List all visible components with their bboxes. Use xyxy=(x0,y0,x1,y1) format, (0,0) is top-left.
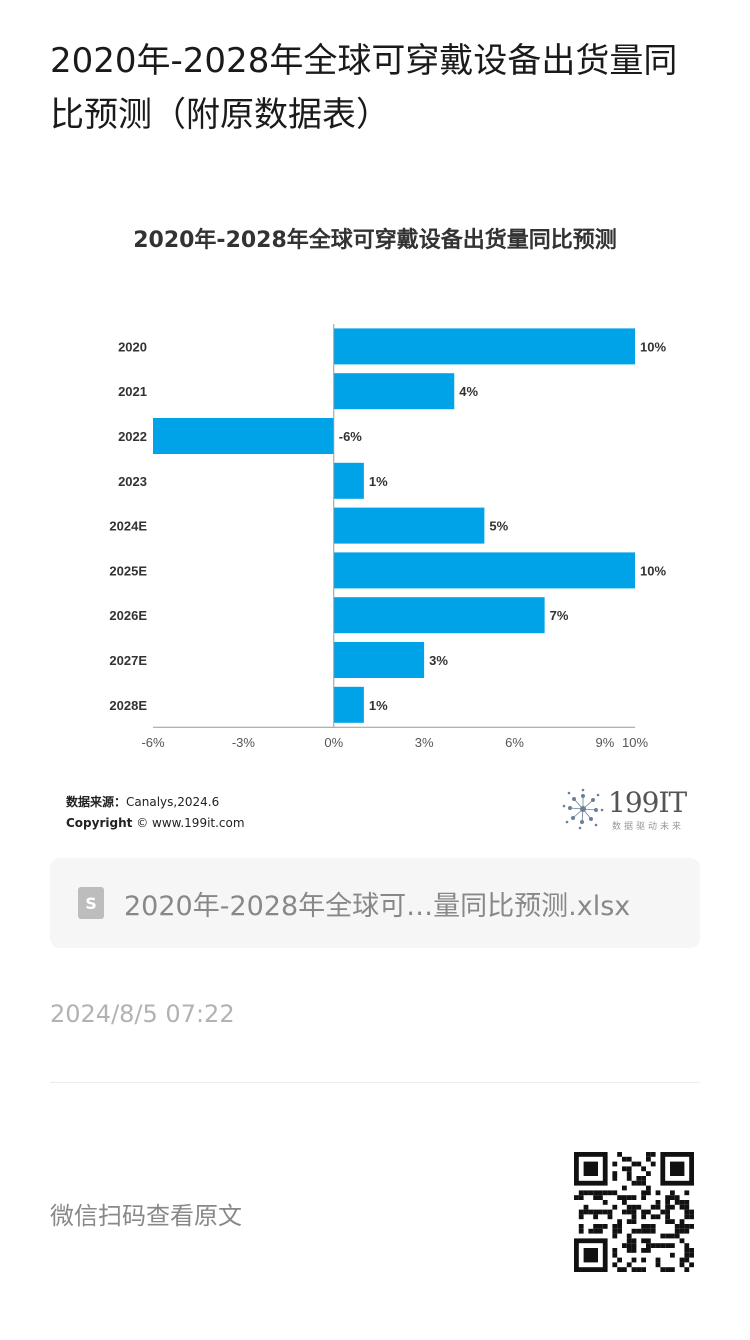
data-label: 5% xyxy=(489,519,508,534)
copyright-value: © www.199it.com xyxy=(136,816,245,830)
data-label: 10% xyxy=(640,339,666,354)
x-tick-label: 6% xyxy=(505,735,524,750)
logo-subtitle: 数据驱动未来 xyxy=(612,822,685,832)
data-label: 4% xyxy=(459,384,478,399)
data-label: 1% xyxy=(369,474,388,489)
x-tick-label: 0% xyxy=(324,735,343,750)
data-label: 3% xyxy=(429,653,448,668)
spreadsheet-file-icon: S xyxy=(78,887,104,919)
data-label: 1% xyxy=(369,698,388,713)
attachment-file-name: 2020年-2028年全球可…量同比预测.xlsx xyxy=(124,890,631,922)
data-label: 7% xyxy=(550,608,569,623)
bar-2024E xyxy=(333,507,485,544)
bar-2026E xyxy=(333,597,545,634)
wechat-scan-hint: 微信扫码查看原文 xyxy=(50,1202,242,1230)
bar-2023 xyxy=(333,462,364,499)
bar-2028E xyxy=(333,686,364,723)
x-tick-label: -6% xyxy=(141,735,165,750)
bar-chart: 2020 10% 2021 4% 2022 -6% 2023 1% 2024E 5% 2025E 10… xyxy=(109,324,666,750)
source-value: Canalys,2024.6 xyxy=(126,795,220,809)
x-tick-label: 10% xyxy=(622,735,648,750)
chart-title: 2020年-2028年全球可穿戴设备出货量同比预测 xyxy=(133,228,617,253)
category-label: 2021 xyxy=(118,384,147,399)
logo-text: 199IT xyxy=(608,786,687,819)
data-label: 10% xyxy=(640,563,666,578)
category-label: 2020 xyxy=(118,339,147,354)
bar-2022 xyxy=(153,418,334,454)
qr-code[interactable] xyxy=(574,1152,694,1272)
source-label: 数据来源： xyxy=(66,795,127,809)
category-label: 2022 xyxy=(118,429,147,444)
category-label: 2023 xyxy=(118,474,147,489)
attachment-file-card[interactable]: S 2020年-2028年全球可…量同比预测.xlsx xyxy=(50,858,700,948)
bar-2027E xyxy=(333,642,425,678)
x-tick-label: -3% xyxy=(232,735,256,750)
x-tick-label: 9% xyxy=(595,735,614,750)
brand-logo: 199IT 数据驱动未来 xyxy=(560,786,700,832)
publish-timestamp: 2024/8/5 07:22 xyxy=(50,1000,235,1028)
bar-2025E xyxy=(333,552,635,589)
divider xyxy=(50,1082,700,1083)
page-title: 2020年-2028年全球可穿戴设备出货量同比预测（附原数据表） xyxy=(50,41,678,135)
x-tick-label: 3% xyxy=(415,735,434,750)
bar-2021 xyxy=(333,373,455,410)
category-label: 2024E xyxy=(109,519,147,534)
category-label: 2027E xyxy=(109,653,147,668)
chart-source: 数据来源：Canalys,2024.6 Copyright © www.199i… xyxy=(66,792,245,834)
copyright-label: Copyright xyxy=(66,816,133,830)
data-label: -6% xyxy=(339,429,363,444)
category-label: 2025E xyxy=(109,563,147,578)
category-label: 2026E xyxy=(109,608,147,623)
bar-2020 xyxy=(333,328,635,365)
category-label: 2028E xyxy=(109,698,147,713)
dandelion-logo-icon xyxy=(562,788,604,830)
